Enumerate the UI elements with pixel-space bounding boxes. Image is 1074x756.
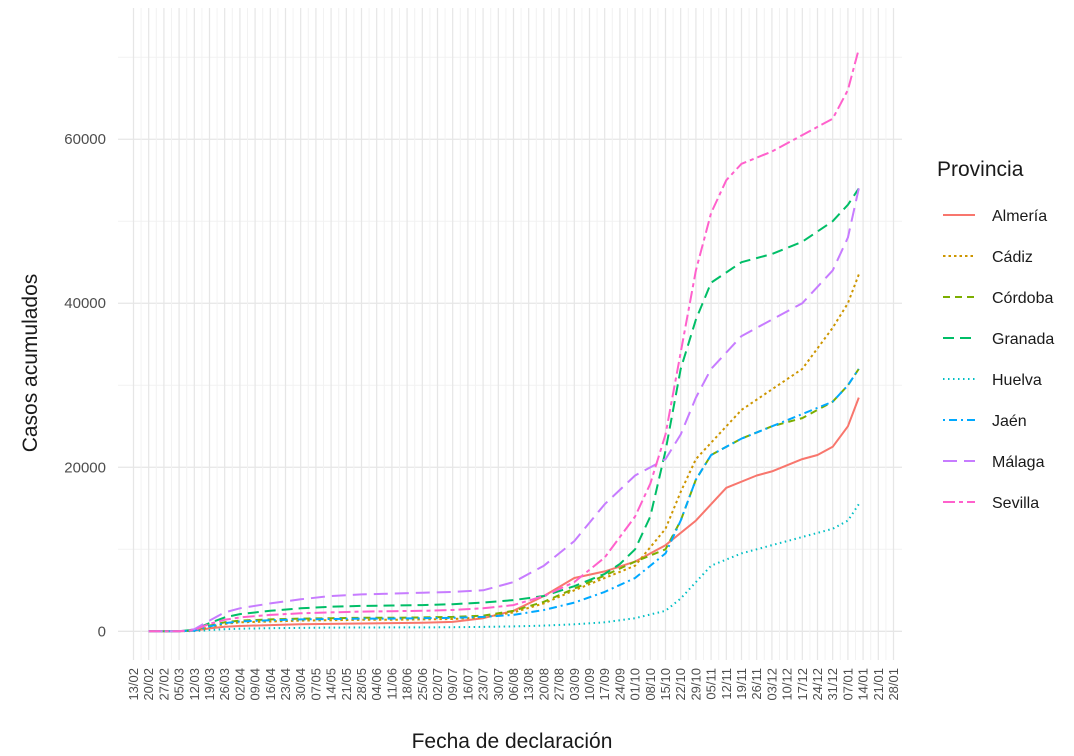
y-tick-label: 40000 bbox=[64, 295, 106, 312]
x-tick-label: 23/07 bbox=[476, 668, 491, 701]
y-tick-labels: 0 20000 40000 60000 bbox=[64, 131, 106, 640]
legend-label: Sevilla bbox=[992, 495, 1039, 512]
y-tick-label: 0 bbox=[98, 623, 106, 640]
x-tick-label: 09/04 bbox=[248, 668, 263, 701]
x-tick-label: 07/05 bbox=[308, 668, 323, 701]
legend-label: Huelva bbox=[992, 372, 1042, 389]
legend-title: Provincia bbox=[937, 158, 1024, 181]
grid-lines bbox=[118, 8, 902, 660]
series-line bbox=[148, 48, 860, 633]
x-tick-label: 24/09 bbox=[612, 668, 627, 701]
x-tick-label: 20/08 bbox=[536, 668, 551, 701]
x-tick-label: 12/11 bbox=[719, 668, 734, 700]
series-line bbox=[148, 274, 860, 633]
x-tick-label: 27/02 bbox=[156, 668, 171, 701]
y-tick-label: 20000 bbox=[64, 459, 106, 476]
series-line bbox=[148, 368, 860, 633]
legend-label: Córdoba bbox=[992, 290, 1053, 307]
legend-label: Jaén bbox=[992, 413, 1027, 430]
series-lines bbox=[148, 48, 860, 633]
x-tick-label: 24/12 bbox=[810, 668, 825, 701]
x-tick-label: 25/06 bbox=[415, 668, 430, 701]
x-tick-label: 22/10 bbox=[673, 668, 688, 701]
legend-label: Málaga bbox=[992, 454, 1045, 471]
series-line bbox=[148, 503, 860, 633]
x-tick-label: 15/10 bbox=[658, 668, 673, 701]
x-tick-label: 13/02 bbox=[126, 668, 141, 701]
x-tick-label: 06/08 bbox=[506, 668, 521, 701]
x-tick-label: 26/03 bbox=[217, 668, 232, 701]
x-tick-label: 21/05 bbox=[339, 668, 354, 701]
x-tick-label: 12/03 bbox=[187, 668, 202, 701]
x-tick-label: 18/06 bbox=[400, 668, 415, 701]
x-tick-label: 09/07 bbox=[445, 668, 460, 701]
x-tick-label: 19/03 bbox=[202, 668, 217, 701]
y-tick-label: 60000 bbox=[64, 131, 106, 148]
x-tick-label: 14/01 bbox=[856, 668, 871, 701]
x-tick-label: 02/04 bbox=[232, 668, 247, 701]
x-tick-label: 30/04 bbox=[293, 668, 308, 701]
plot-panel bbox=[118, 8, 902, 660]
x-tick-label: 17/12 bbox=[795, 668, 810, 701]
x-tick-label: 01/10 bbox=[628, 668, 643, 701]
x-tick-label: 30/07 bbox=[491, 668, 506, 701]
x-tick-label: 28/05 bbox=[354, 668, 369, 701]
x-tick-label: 19/11 bbox=[734, 668, 749, 700]
legend: Provincia Almería Cádiz Córdoba Granada Huel… bbox=[937, 158, 1054, 512]
legend-label: Granada bbox=[992, 331, 1054, 348]
series-line bbox=[148, 397, 860, 633]
x-tick-label: 10/12 bbox=[780, 668, 795, 701]
x-tick-label: 05/03 bbox=[172, 668, 187, 701]
x-tick-label: 17/09 bbox=[597, 668, 612, 701]
x-tick-label: 11/06 bbox=[384, 668, 399, 700]
x-tick-label: 27/08 bbox=[552, 668, 567, 701]
x-axis-title: Fecha de declaración bbox=[412, 730, 613, 753]
x-tick-label: 02/07 bbox=[430, 668, 445, 701]
x-tick-label: 16/07 bbox=[460, 668, 475, 701]
x-tick-label: 28/01 bbox=[886, 668, 901, 701]
x-tick-label: 21/01 bbox=[871, 668, 886, 701]
series-line bbox=[148, 187, 860, 633]
x-tick-label: 31/12 bbox=[825, 668, 840, 701]
x-tick-label: 03/12 bbox=[764, 668, 779, 701]
x-tick-label: 29/10 bbox=[688, 668, 703, 701]
x-tick-label: 10/09 bbox=[582, 668, 597, 701]
x-tick-label: 04/06 bbox=[369, 668, 384, 701]
x-tick-label: 07/01 bbox=[840, 668, 855, 701]
x-tick-label: 23/04 bbox=[278, 668, 293, 701]
x-tick-labels: 13/02 20/02 27/02 05/03 12/03 19/03 26/03 02/04… bbox=[126, 668, 901, 701]
series-line bbox=[148, 188, 860, 633]
x-tick-label: 08/10 bbox=[643, 668, 658, 701]
x-tick-label: 16/04 bbox=[263, 668, 278, 701]
x-tick-label: 20/02 bbox=[141, 668, 156, 701]
y-axis-title: Casos acumulados bbox=[19, 274, 42, 453]
legend-label: Almería bbox=[992, 208, 1047, 225]
x-tick-label: 05/11 bbox=[704, 668, 719, 700]
x-tick-label: 03/09 bbox=[567, 668, 582, 701]
x-tick-label: 26/11 bbox=[749, 668, 764, 700]
x-tick-label: 14/05 bbox=[324, 668, 339, 701]
x-tick-label: 13/08 bbox=[521, 668, 536, 701]
legend-label: Cádiz bbox=[992, 249, 1033, 266]
